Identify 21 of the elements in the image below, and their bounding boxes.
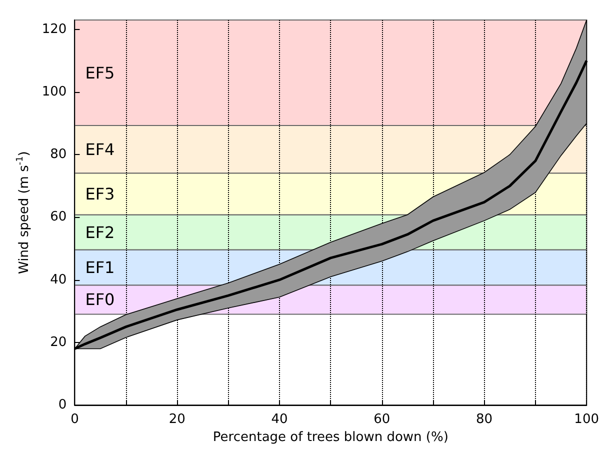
- x-tick-label: 20: [168, 412, 186, 428]
- band-label: EF4: [85, 140, 115, 159]
- y-tick-label: 40: [50, 272, 67, 288]
- y-tick-label: 80: [50, 147, 67, 162]
- y-axis-title: Wind speed (m s-1): [16, 151, 32, 274]
- x-tick-label: 40: [271, 412, 288, 428]
- x-tick-label: 0: [70, 412, 79, 428]
- x-tick-label: 100: [574, 412, 600, 428]
- band-label: EF1: [85, 258, 115, 277]
- band-label: EF5: [85, 63, 115, 82]
- y-tick-label: 120: [42, 22, 67, 37]
- x-axis-title: Percentage of trees blown down (%): [212, 430, 448, 445]
- y-tick-label: 100: [42, 84, 67, 100]
- band-label: EF3: [85, 184, 115, 204]
- y-tick-label: 0: [58, 398, 67, 413]
- x-tick-label: 80: [476, 412, 492, 428]
- y-tick-label: 60: [50, 210, 67, 225]
- y-tick-label: 20: [50, 334, 67, 350]
- x-tick-label: 60: [374, 412, 390, 428]
- band-label: EF0: [85, 290, 115, 310]
- band-label: EF2: [85, 222, 115, 242]
